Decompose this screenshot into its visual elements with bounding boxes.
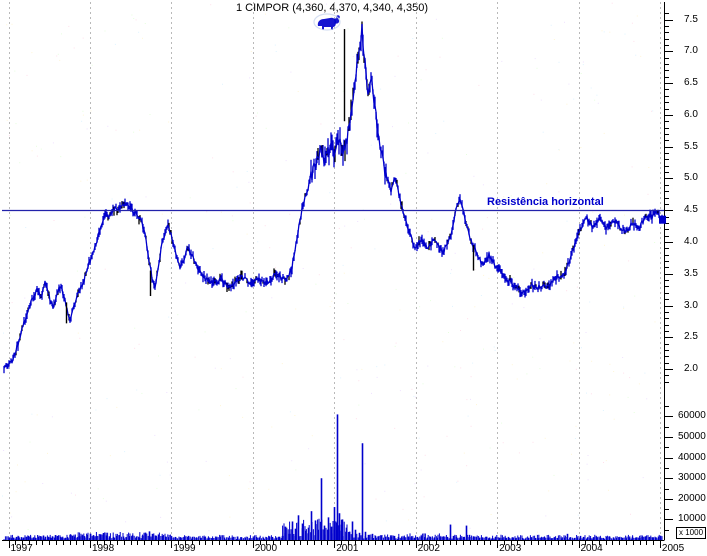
volume-axis-tick-50000: 50000	[678, 431, 706, 443]
date-axis-tick-1999: 1999	[173, 543, 196, 554]
volume-bars	[3, 414, 663, 540]
price-axis-tick-6-5: 6.5	[684, 77, 698, 89]
date-axis-tick-2005: 2005	[661, 543, 685, 554]
volume-axis-tick-30000: 30000	[678, 472, 706, 484]
volume-axis-tick-40000: 40000	[678, 451, 706, 463]
resistance-annotation-label: Resistência horizontal	[487, 196, 604, 208]
date-axis-tick-2003: 2003	[499, 543, 522, 554]
date-axis-tick-2000: 2000	[254, 543, 278, 554]
price-axis-tick-2-0: 2.0	[684, 363, 698, 375]
price-axis-tick-3-0: 3.0	[684, 299, 698, 311]
background-texture	[2, 2, 663, 537]
bear-icon	[313, 13, 341, 31]
date-axis-tick-2004: 2004	[580, 543, 603, 554]
date-axis-tick-1997: 1997	[10, 543, 33, 554]
price-axis-tick-3-5: 3.5	[684, 267, 698, 279]
price-axis-tick-5-5: 5.5	[684, 140, 698, 152]
price-axis-tick-7-0: 7.0	[684, 45, 698, 57]
volume-axis-tick-20000: 20000	[678, 492, 706, 504]
volume-axis-tick-60000: 60000	[678, 410, 706, 422]
volume-unit-label: x 1000	[676, 527, 707, 539]
price-axis-tick-7-5: 7.5	[684, 13, 698, 25]
price-axis-tick-6-0: 6.0	[684, 108, 698, 120]
date-axis-tick-2001: 2001	[336, 543, 359, 554]
axes	[2, 2, 673, 548]
price-axis-tick-2-5: 2.5	[684, 331, 698, 343]
current-price-marker	[659, 215, 666, 224]
gridlines	[9, 2, 661, 540]
volume-axis-tick-10000: 10000	[678, 513, 706, 525]
price-axis-tick-5-0: 5.0	[684, 172, 698, 184]
date-axis-tick-2002: 2002	[417, 543, 440, 554]
price-axis-tick-4-5: 4.5	[684, 204, 698, 216]
chart-title: 1 CIMPOR (4,360, 4,370, 4,340, 4,350)	[235, 2, 428, 14]
price-axis-tick-4-0: 4.0	[684, 235, 698, 247]
price-bars	[3, 21, 663, 374]
date-axis-tick-1998: 1998	[91, 543, 115, 554]
